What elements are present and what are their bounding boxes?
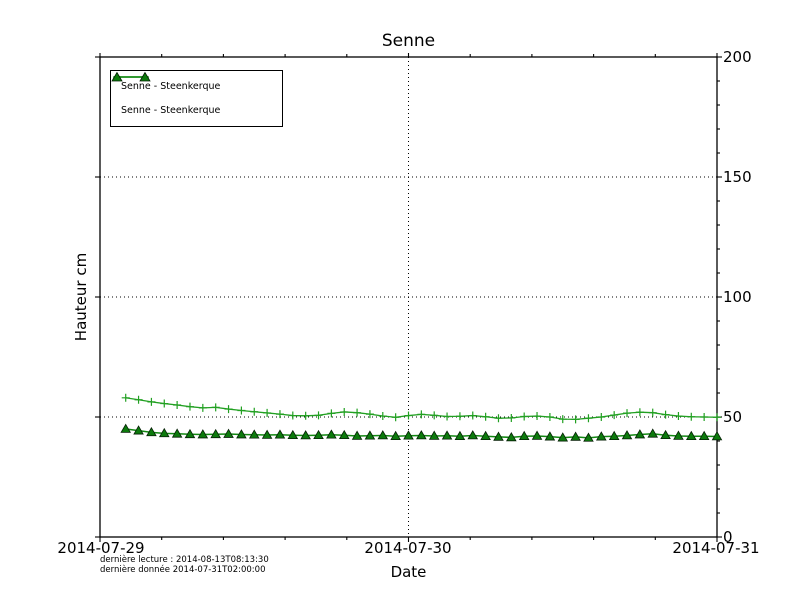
y-tick-label-0: 0 [723, 528, 733, 546]
last-data-text: dernière donnée 2014-07-31T02:00:00 [100, 564, 266, 575]
y-tick-label-200: 200 [723, 48, 752, 66]
x-tick-label-day3: 2014-07-31 [672, 539, 760, 557]
legend-label: Senne - Steenkerque [121, 80, 221, 92]
x-axis-label: Date [390, 563, 427, 581]
legend-label: Senne - Steenkerque [121, 105, 221, 117]
x-tick-label-day1: 2014-07-29 [57, 539, 145, 557]
y-tick-label-150: 150 [723, 168, 752, 186]
last-reading-text: dernière lecture : 2014-08-13T08:13:30 [100, 555, 269, 565]
legend-entry-triangle: Senne - Steenkerque [111, 71, 274, 122]
footer-annotations: dernière lecture : 2014-08-13T08:13:30 d… [100, 555, 269, 575]
y-tick-label-50: 50 [723, 408, 743, 426]
x-tick-label-day2: 2014-07-30 [364, 539, 452, 557]
chart-title: Senne [381, 31, 436, 51]
y-axis-label: Hauteur cm [72, 252, 90, 342]
legend: Senne - Steenkerque Senne - Steenkerque [110, 70, 283, 127]
y-tick-label-100: 100 [723, 288, 752, 306]
triangle-marker-line-icon [111, 71, 151, 82]
